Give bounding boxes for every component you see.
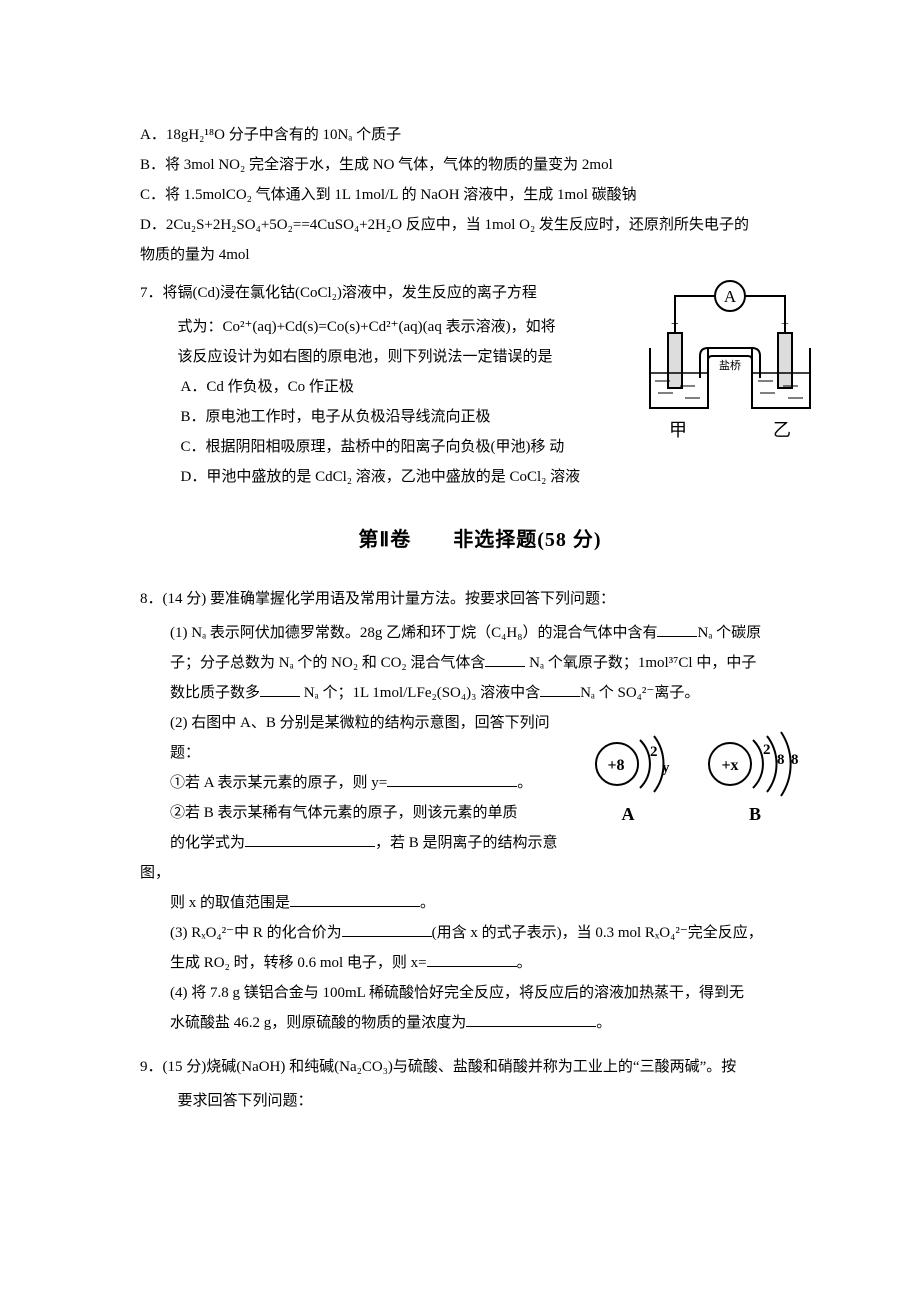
blank: [245, 831, 375, 847]
q8-p2-1a: 若 A 表示某元素的原子，则 y=: [185, 775, 387, 791]
blank: [260, 681, 300, 697]
q8-p1g: Nₐ 个 SO₄²⁻离子。: [580, 685, 699, 701]
electrochemical-cell-figure: A − +: [640, 278, 820, 459]
blank: [657, 621, 697, 637]
cell-right-label: 乙: [773, 420, 791, 440]
atom-svg: +8 2 y +x 2 8 8 A: [580, 712, 820, 827]
q8-p2-2d: 图，: [140, 858, 820, 888]
q8-p2-3b: 。: [420, 895, 435, 911]
q8-p2-1b: 。: [517, 775, 532, 791]
ammeter-label: A: [724, 287, 737, 306]
atom-structure-figure: +8 2 y +x 2 8 8 A: [580, 712, 820, 838]
svg-text:−: −: [671, 317, 679, 332]
atom-A-core: +8: [607, 757, 624, 774]
atom-A-shell1: 2: [650, 744, 658, 760]
atom-A-label: A: [622, 804, 635, 824]
q8-p4c: 。: [596, 1015, 611, 1031]
cell-svg: A − +: [640, 278, 820, 448]
q8-p1c: 子；分子总数为 Nₐ 个的 NO₂ 和 CO₂ 混合气体含: [170, 655, 485, 671]
blank: [427, 951, 517, 967]
q8-p3b: (用含 x 的式子表示)，当 0.3 mol RₓO₄²⁻完全反应，: [432, 925, 763, 941]
q6-option-D-line1: D．2Cu₂S+2H₂SO₄+5O₂==4CuSO₄+2H₂O 反应中，当 1m…: [140, 210, 820, 240]
q8-part2: +8 2 y +x 2 8 8 A: [140, 708, 820, 858]
q8-p1b: Nₐ 个碳原: [697, 625, 761, 641]
cell-left-label: 甲: [669, 420, 687, 440]
q8-p2-2a: 若 B 表示某稀有气体元素的原子，则该元素的单质: [185, 805, 518, 821]
circ-2: ②: [170, 805, 185, 821]
atom-A-shell2: y: [662, 760, 670, 776]
q6-option-C: C．将 1.5molCO₂ 气体通入到 1L 1mol/L 的 NaOH 溶液中…: [140, 180, 820, 210]
q8-p2-3a: 则 x 的取值范围是: [170, 895, 290, 911]
blank: [540, 681, 580, 697]
q8-p1d: Nₐ 个氧原子数；1mol³⁷Cl 中，中子: [525, 655, 756, 671]
q8-p2-2b: 的化学式为: [170, 835, 245, 851]
q7-option-D: D．甲池中盛放的是 CdCl₂ 溶液，乙池中盛放的是 CoCl₂ 溶液: [178, 462, 821, 492]
q8-part1: (1) Nₐ 表示阿伏加德罗常数。28g 乙烯和环丁烷（C₄H₈）的混合气体中含…: [140, 618, 820, 708]
blank: [290, 891, 420, 907]
q6-options: A．18gH₂¹⁸O 分子中含有的 10Nₐ 个质子 B．将 3mol NO₂ …: [140, 120, 820, 270]
q8-p1f: Nₐ 个；1L 1mol/LFe₂(SO₄)₃ 溶液中含: [300, 685, 540, 701]
section-2-title: 第Ⅱ卷 非选择题(58 分): [140, 520, 820, 560]
q8-part4: (4) 将 7.8 g 镁铝合金与 100mL 稀硫酸恰好完全反应，将反应后的溶…: [140, 978, 820, 1038]
atom-B-label: B: [749, 804, 761, 824]
q9-block: 9．(15 分)烧碱(NaOH) 和纯碱(Na₂CO₃)与硫酸、盐酸和硝酸并称为…: [140, 1052, 820, 1116]
q8-p4b: 水硫酸盐 46.2 g，则原硫酸的物质的量浓度为: [170, 1015, 466, 1031]
blank: [342, 921, 432, 937]
blank: [466, 1011, 596, 1027]
atom-B-shell1: 2: [763, 742, 771, 758]
q8-part3: (3) RₓO₄²⁻中 R 的化合价为 (用含 x 的式子表示)，当 0.3 mo…: [140, 918, 820, 978]
q8-p1a: (1) Nₐ 表示阿伏加德罗常数。28g 乙烯和环丁烷（C₄H₈）的混合气体中含…: [170, 625, 657, 641]
q8-p4a: (4) 将 7.8 g 镁铝合金与 100mL 稀硫酸恰好完全反应，将反应后的溶…: [170, 985, 744, 1001]
q9-stem-line1: 9．(15 分)烧碱(NaOH) 和纯碱(Na₂CO₃)与硫酸、盐酸和硝酸并称为…: [140, 1052, 820, 1082]
q7-block: A − +: [140, 278, 820, 492]
q8-p2-2c: ，若 B 是阴离子的结构示意: [375, 835, 558, 851]
atom-B-shell2: 8: [777, 752, 785, 768]
q8-p3d: 。: [517, 955, 532, 971]
q9-stem-line2: 要求回答下列问题：: [140, 1086, 820, 1116]
salt-bridge-label: 盐桥: [719, 359, 741, 372]
atom-B-core: +x: [721, 757, 738, 774]
q8-p1e: 数比质子数多: [170, 685, 260, 701]
blank: [485, 651, 525, 667]
circ-1: ①: [170, 775, 185, 791]
q8-block: 8．(14 分) 要准确掌握化学用语及常用计量方法。按要求回答下列问题： (1)…: [140, 584, 820, 1038]
q6-option-B: B．将 3mol NO₂ 完全溶于水，生成 NO 气体，气体的物质的量变为 2m…: [140, 150, 820, 180]
atom-B-shell3: 8: [791, 752, 799, 768]
q6-option-D-line2: 物质的量为 4mol: [140, 240, 820, 270]
blank: [387, 771, 517, 787]
svg-text:+: +: [781, 317, 789, 332]
q8-stem: 8．(14 分) 要准确掌握化学用语及常用计量方法。按要求回答下列问题：: [140, 584, 820, 614]
q6-option-A: A．18gH₂¹⁸O 分子中含有的 10Nₐ 个质子: [140, 120, 820, 150]
q8-p3c: 生成 RO₂ 时，转移 0.6 mol 电子，则 x=: [170, 955, 427, 971]
q8-p3a: (3) RₓO₄²⁻中 R 的化合价为: [170, 925, 342, 941]
